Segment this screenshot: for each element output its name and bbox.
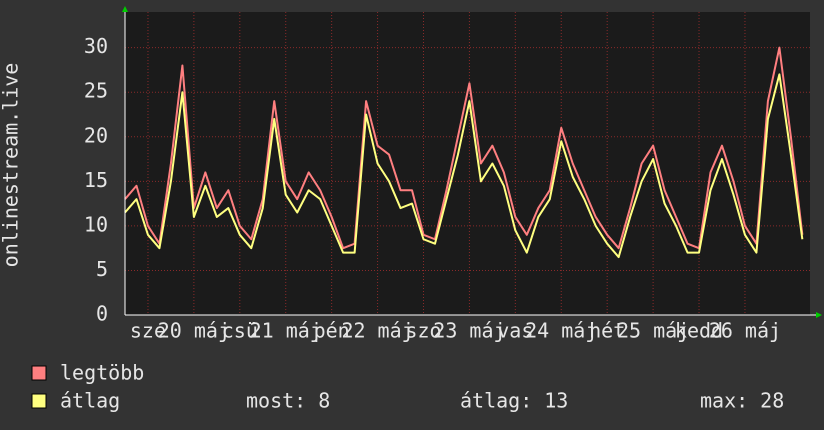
plot-area bbox=[125, 12, 810, 315]
x-tick-label: 23 máj bbox=[433, 319, 505, 343]
y-tick-label: 15 bbox=[84, 168, 108, 192]
stat-value: 13 bbox=[544, 389, 568, 413]
x-tick-label: kedd bbox=[675, 319, 723, 343]
x-tick-label: 25 máj bbox=[617, 319, 689, 343]
y-tick-label: 25 bbox=[84, 79, 108, 103]
series-line bbox=[124, 46, 804, 250]
y-tick-label: 0 bbox=[96, 302, 108, 326]
x-tick-label: 22 máj bbox=[341, 319, 413, 343]
x-tick-label: 26 máj bbox=[709, 319, 781, 343]
stat-label: most: bbox=[246, 389, 306, 413]
x-tick-label: 21 máj bbox=[250, 319, 322, 343]
y-tick-label: 20 bbox=[84, 123, 108, 147]
y-tick-label: 5 bbox=[96, 257, 108, 281]
x-tick-label: sze bbox=[130, 319, 166, 343]
x-tick-label: hét bbox=[589, 319, 625, 343]
x-tick-label: szo bbox=[405, 319, 441, 343]
x-tick-label: 24 máj bbox=[525, 319, 597, 343]
x-tick-label: 20 máj bbox=[158, 319, 230, 343]
x-tick-label: pén bbox=[314, 319, 350, 343]
y-axis-label: onlinestream.live bbox=[0, 63, 23, 268]
x-tick-label: csü bbox=[222, 319, 258, 343]
legend-swatch bbox=[31, 393, 47, 409]
legend-swatch bbox=[31, 365, 47, 381]
legend-label: átlag bbox=[60, 389, 120, 413]
stat-value: 8 bbox=[318, 389, 330, 413]
x-axis-arrow bbox=[816, 312, 822, 318]
series-line bbox=[124, 73, 804, 259]
x-tick-label: vas bbox=[497, 319, 533, 343]
stat-label: átlag: bbox=[460, 389, 532, 413]
stat-label: max: bbox=[700, 389, 748, 413]
y-tick-label: 10 bbox=[84, 212, 108, 236]
stat-value: 28 bbox=[760, 389, 784, 413]
y-tick-label: 30 bbox=[84, 34, 108, 58]
y-axis-arrow bbox=[122, 6, 128, 12]
legend-label: legtöbb bbox=[60, 361, 144, 385]
